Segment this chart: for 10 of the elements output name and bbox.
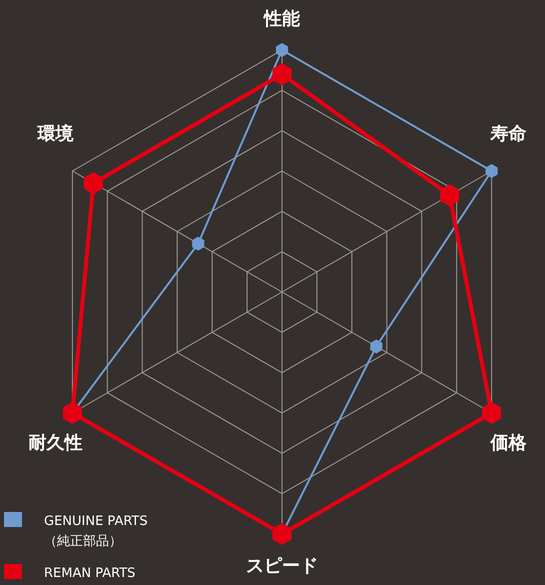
spoke-label: スピード: [246, 555, 318, 576]
legend-item: REMAN PARTS: [4, 564, 136, 581]
spoke-label: 性能: [263, 8, 300, 30]
spoke-label: 価格: [489, 432, 528, 454]
spoke-label: 環境: [36, 123, 74, 144]
legend-item: GENUINE PARTS（純正部品）: [4, 512, 148, 549]
spoke-label: 耐久性: [28, 432, 83, 454]
legend-label: REMAN PARTS: [44, 566, 136, 581]
legend-label: GENUINE PARTS（純正部品）: [44, 514, 148, 549]
spoke-label: 寿命: [489, 123, 526, 144]
